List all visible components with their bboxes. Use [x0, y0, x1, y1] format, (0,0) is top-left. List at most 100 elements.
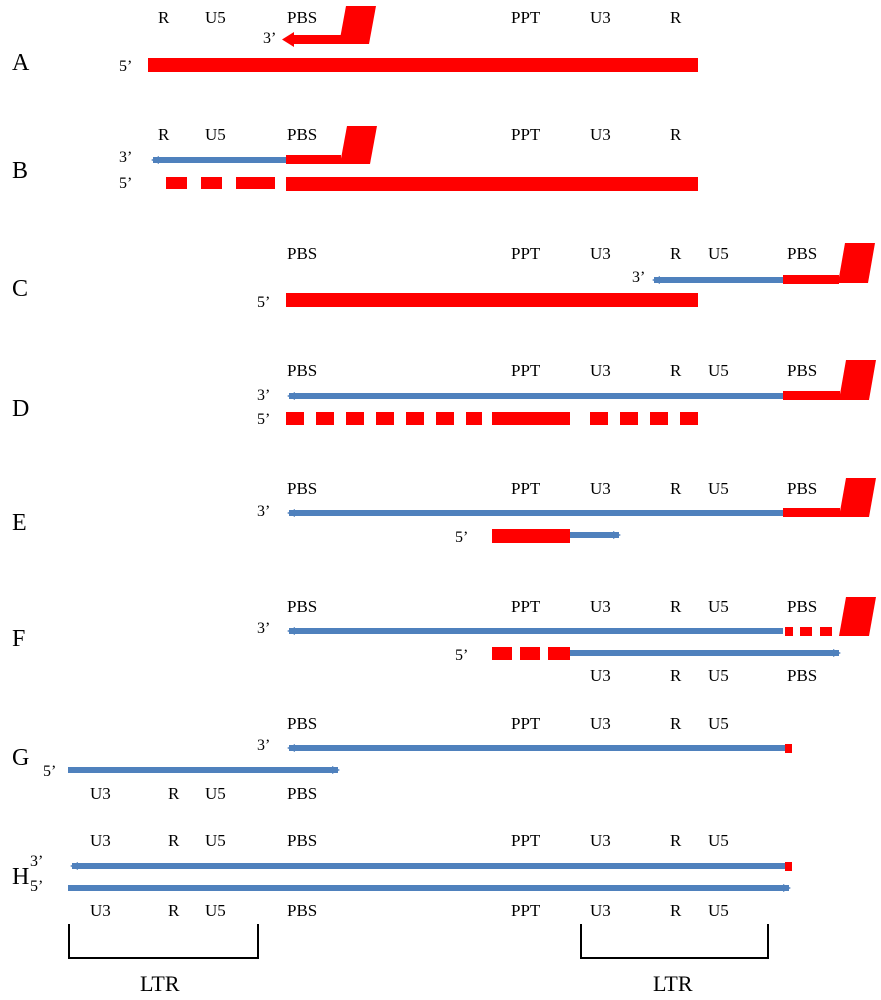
end-label-5prime: 5’	[119, 175, 132, 192]
label-u5: U5	[205, 831, 226, 850]
row-letter-e: E	[12, 510, 27, 536]
label-r: R	[670, 901, 682, 920]
ppt-rna-segment	[492, 412, 570, 425]
trna-remnant	[785, 862, 792, 871]
degraded-rna-dash	[256, 177, 275, 189]
degraded-rna-dash	[406, 412, 424, 425]
row-a: A R U5 PBS PPT U3 R 3’ 5’	[12, 6, 698, 76]
label-pbs: PBS	[787, 244, 817, 263]
label-u5: U5	[708, 666, 729, 685]
end-label-3prime: 3’	[257, 620, 270, 637]
ltr-brackets: LTR LTR	[68, 924, 769, 996]
label-u5: U5	[205, 901, 226, 920]
label-u3: U3	[590, 244, 611, 263]
label-pbs: PBS	[787, 597, 817, 616]
label-r: R	[158, 125, 170, 144]
label-ppt: PPT	[511, 901, 541, 920]
degraded-rna-dash	[680, 412, 698, 425]
label-r: R	[670, 125, 682, 144]
end-label-5prime: 5’	[43, 763, 56, 780]
degraded-rna-dash	[650, 412, 668, 425]
label-ppt: PPT	[511, 244, 541, 263]
degraded-rna-dash	[201, 177, 222, 189]
row-letter-c: C	[12, 276, 28, 302]
degraded-trna-dash	[820, 627, 832, 636]
end-label-5prime: 5’	[455, 529, 468, 546]
row-letter-f: F	[12, 626, 25, 652]
label-pbs: PBS	[287, 597, 317, 616]
label-r: R	[168, 901, 180, 920]
trna-primer-shape	[340, 126, 377, 164]
label-pbs: PBS	[787, 479, 817, 498]
trna-primer-strand	[783, 391, 840, 400]
label-pbs: PBS	[287, 361, 317, 380]
trna-primer-strand	[293, 35, 345, 44]
trna-primer-shape	[839, 360, 876, 400]
label-u5: U5	[205, 125, 226, 144]
label-pbs: PBS	[287, 479, 317, 498]
row-letter-b: B	[12, 158, 28, 184]
degraded-rna-dash	[590, 412, 608, 425]
trna-primer-strand	[286, 155, 341, 164]
row-letter-a: A	[12, 50, 30, 76]
label-u5: U5	[708, 479, 729, 498]
label-pbs: PBS	[287, 901, 317, 920]
degraded-rna-dash	[620, 412, 638, 425]
row-g: G PBS PPT U3 R U5 3’ 5’ U3 R U5 PBS	[12, 714, 792, 803]
trna-primer-shape	[339, 6, 376, 44]
row-h: H U3 R U5 PBS PPT U3 R U5 3’ 5’ U3 R U5 …	[12, 831, 792, 920]
label-r: R	[168, 831, 180, 850]
label-u3: U3	[590, 901, 611, 920]
label-pbs: PBS	[787, 361, 817, 380]
end-label-5prime: 5’	[119, 58, 132, 75]
label-r: R	[168, 784, 180, 803]
label-u3: U3	[90, 784, 111, 803]
label-u5: U5	[708, 361, 729, 380]
row-f: F PBS PPT U3 R U5 PBS 3’ 5’ U3 R U5 PBS	[12, 597, 876, 685]
end-label-3prime: 3’	[257, 387, 270, 404]
row-letter-d: D	[12, 396, 29, 422]
ltr-label-right: LTR	[653, 971, 693, 996]
end-label-3prime: 3’	[257, 503, 270, 520]
row-d: D PBS PPT U3 R U5 PBS 3’ 5’	[12, 360, 876, 428]
label-r: R	[670, 244, 682, 263]
end-label-5prime: 5’	[30, 878, 43, 895]
trna-primer-strand	[783, 508, 840, 517]
label-pbs: PBS	[287, 125, 317, 144]
label-u3: U3	[590, 8, 611, 27]
trna-primer-shape	[839, 478, 876, 517]
label-r: R	[670, 479, 682, 498]
end-label-3prime: 3’	[632, 269, 645, 286]
label-pbs: PBS	[287, 8, 317, 27]
label-u5: U5	[205, 784, 226, 803]
label-pbs: PBS	[287, 244, 317, 263]
trna-primer-shape	[838, 243, 875, 283]
label-pbs: PBS	[287, 784, 317, 803]
end-label-3prime: 3’	[257, 737, 270, 754]
label-u3: U3	[90, 831, 111, 850]
degraded-trna-dash	[785, 627, 793, 636]
degraded-rna-dash	[316, 412, 334, 425]
row-b: B R U5 PBS PPT U3 R 3’ 5’	[12, 125, 698, 192]
row-letter-h: H	[12, 864, 29, 890]
label-u3: U3	[590, 479, 611, 498]
label-r: R	[670, 597, 682, 616]
label-pbs: PBS	[787, 666, 817, 685]
label-r: R	[670, 714, 682, 733]
label-ppt: PPT	[511, 8, 541, 27]
label-u5: U5	[708, 831, 729, 850]
label-r: R	[670, 831, 682, 850]
degraded-rna-dash	[548, 647, 570, 660]
label-u3: U3	[90, 901, 111, 920]
label-ppt: PPT	[511, 479, 541, 498]
trna-primer-shape	[839, 597, 876, 636]
rna-template-strand	[286, 293, 698, 307]
label-u5: U5	[205, 8, 226, 27]
label-u5: U5	[708, 901, 729, 920]
ltr-label-left: LTR	[140, 971, 180, 996]
degraded-rna-dash	[346, 412, 364, 425]
label-ppt: PPT	[511, 125, 541, 144]
trna-primer-strand	[783, 275, 839, 284]
trna-primer-arrowhead	[282, 32, 294, 47]
